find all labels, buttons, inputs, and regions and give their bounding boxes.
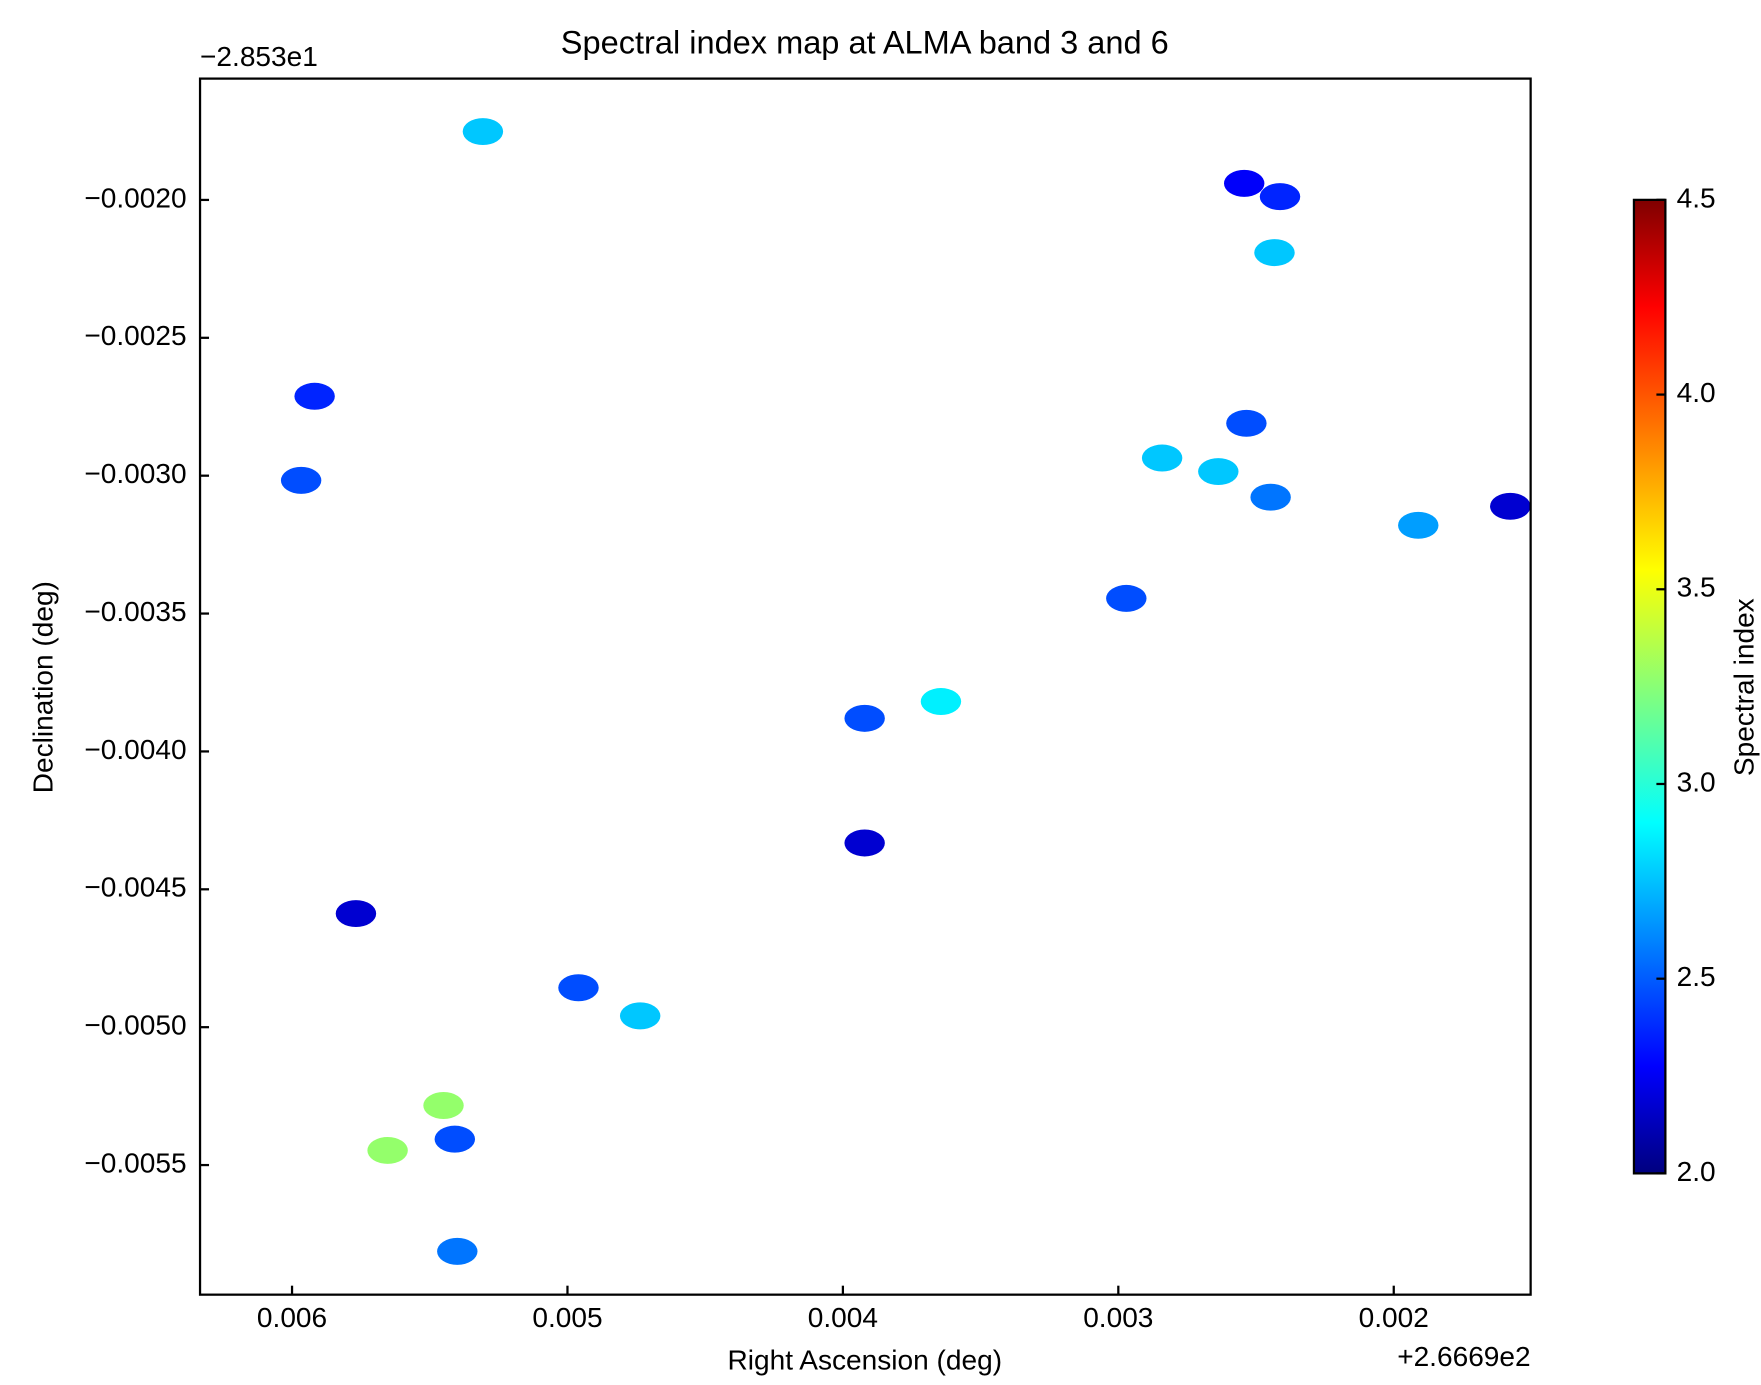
x-tick-label: 0.002 [1359,1302,1429,1333]
chart: Spectral index map at ALMA band 3 and 6 … [0,0,1761,1380]
y-tick-label: −0.0030 [84,458,186,489]
y-tick-label: −0.0050 [84,1010,186,1041]
source-blob [1490,493,1530,520]
x-axis-label: Right Ascension (deg) [728,1344,1003,1375]
source-blob [1398,512,1438,539]
y-tick-label: −0.0020 [84,182,186,213]
plot-area [281,118,1531,1265]
source-blob [1224,170,1264,197]
colorbar-label: Spectral index [1729,598,1760,776]
y-tick-label: −0.0040 [84,734,186,765]
source-blob [437,1238,477,1265]
colorbar-tick-label: 4.5 [1677,182,1716,213]
x-tick-label: 0.006 [257,1302,327,1333]
colorbar-tick-label: 2.0 [1677,1156,1716,1187]
x-tick-label: 0.004 [808,1302,878,1333]
source-blob [423,1092,463,1119]
source-blob [463,118,503,145]
y-tick-label: −0.0025 [84,320,186,351]
y-offset-text: −2.853e1 [200,41,318,72]
source-blob [1106,585,1146,612]
y-tick-label: −0.0035 [84,596,186,627]
source-blob [1226,410,1266,437]
source-blob [1142,445,1182,472]
source-blob [558,974,598,1001]
x-tick-label: 0.003 [1083,1302,1153,1333]
x-offset-text: +2.6669e2 [1397,1341,1530,1372]
source-blob [294,383,334,410]
colorbar-tick-label: 2.5 [1677,961,1716,992]
chart-title: Spectral index map at ALMA band 3 and 6 [561,25,1169,61]
source-blob [435,1126,475,1153]
y-tick-label: −0.0055 [84,1147,186,1178]
colorbar [1634,200,1665,1174]
source-blob [844,830,884,857]
source-blob [367,1137,407,1164]
source-blob [1260,183,1300,210]
source-blob [281,467,321,494]
source-blob [1254,239,1294,266]
axes-frame [200,79,1531,1295]
y-axis-label: Declination (deg) [28,581,59,793]
colorbar-tick-label: 3.5 [1677,572,1716,603]
y-tick-label: −0.0045 [84,872,186,903]
source-blob [1198,458,1238,485]
colorbar-tick-label: 3.0 [1677,766,1716,797]
colorbar-tick-label: 4.0 [1677,377,1716,408]
source-blob [336,900,376,927]
source-blob [921,688,961,715]
source-blob [620,1002,660,1029]
source-blob [1250,484,1290,511]
x-tick-label: 0.005 [532,1302,602,1333]
source-blob [844,705,884,732]
